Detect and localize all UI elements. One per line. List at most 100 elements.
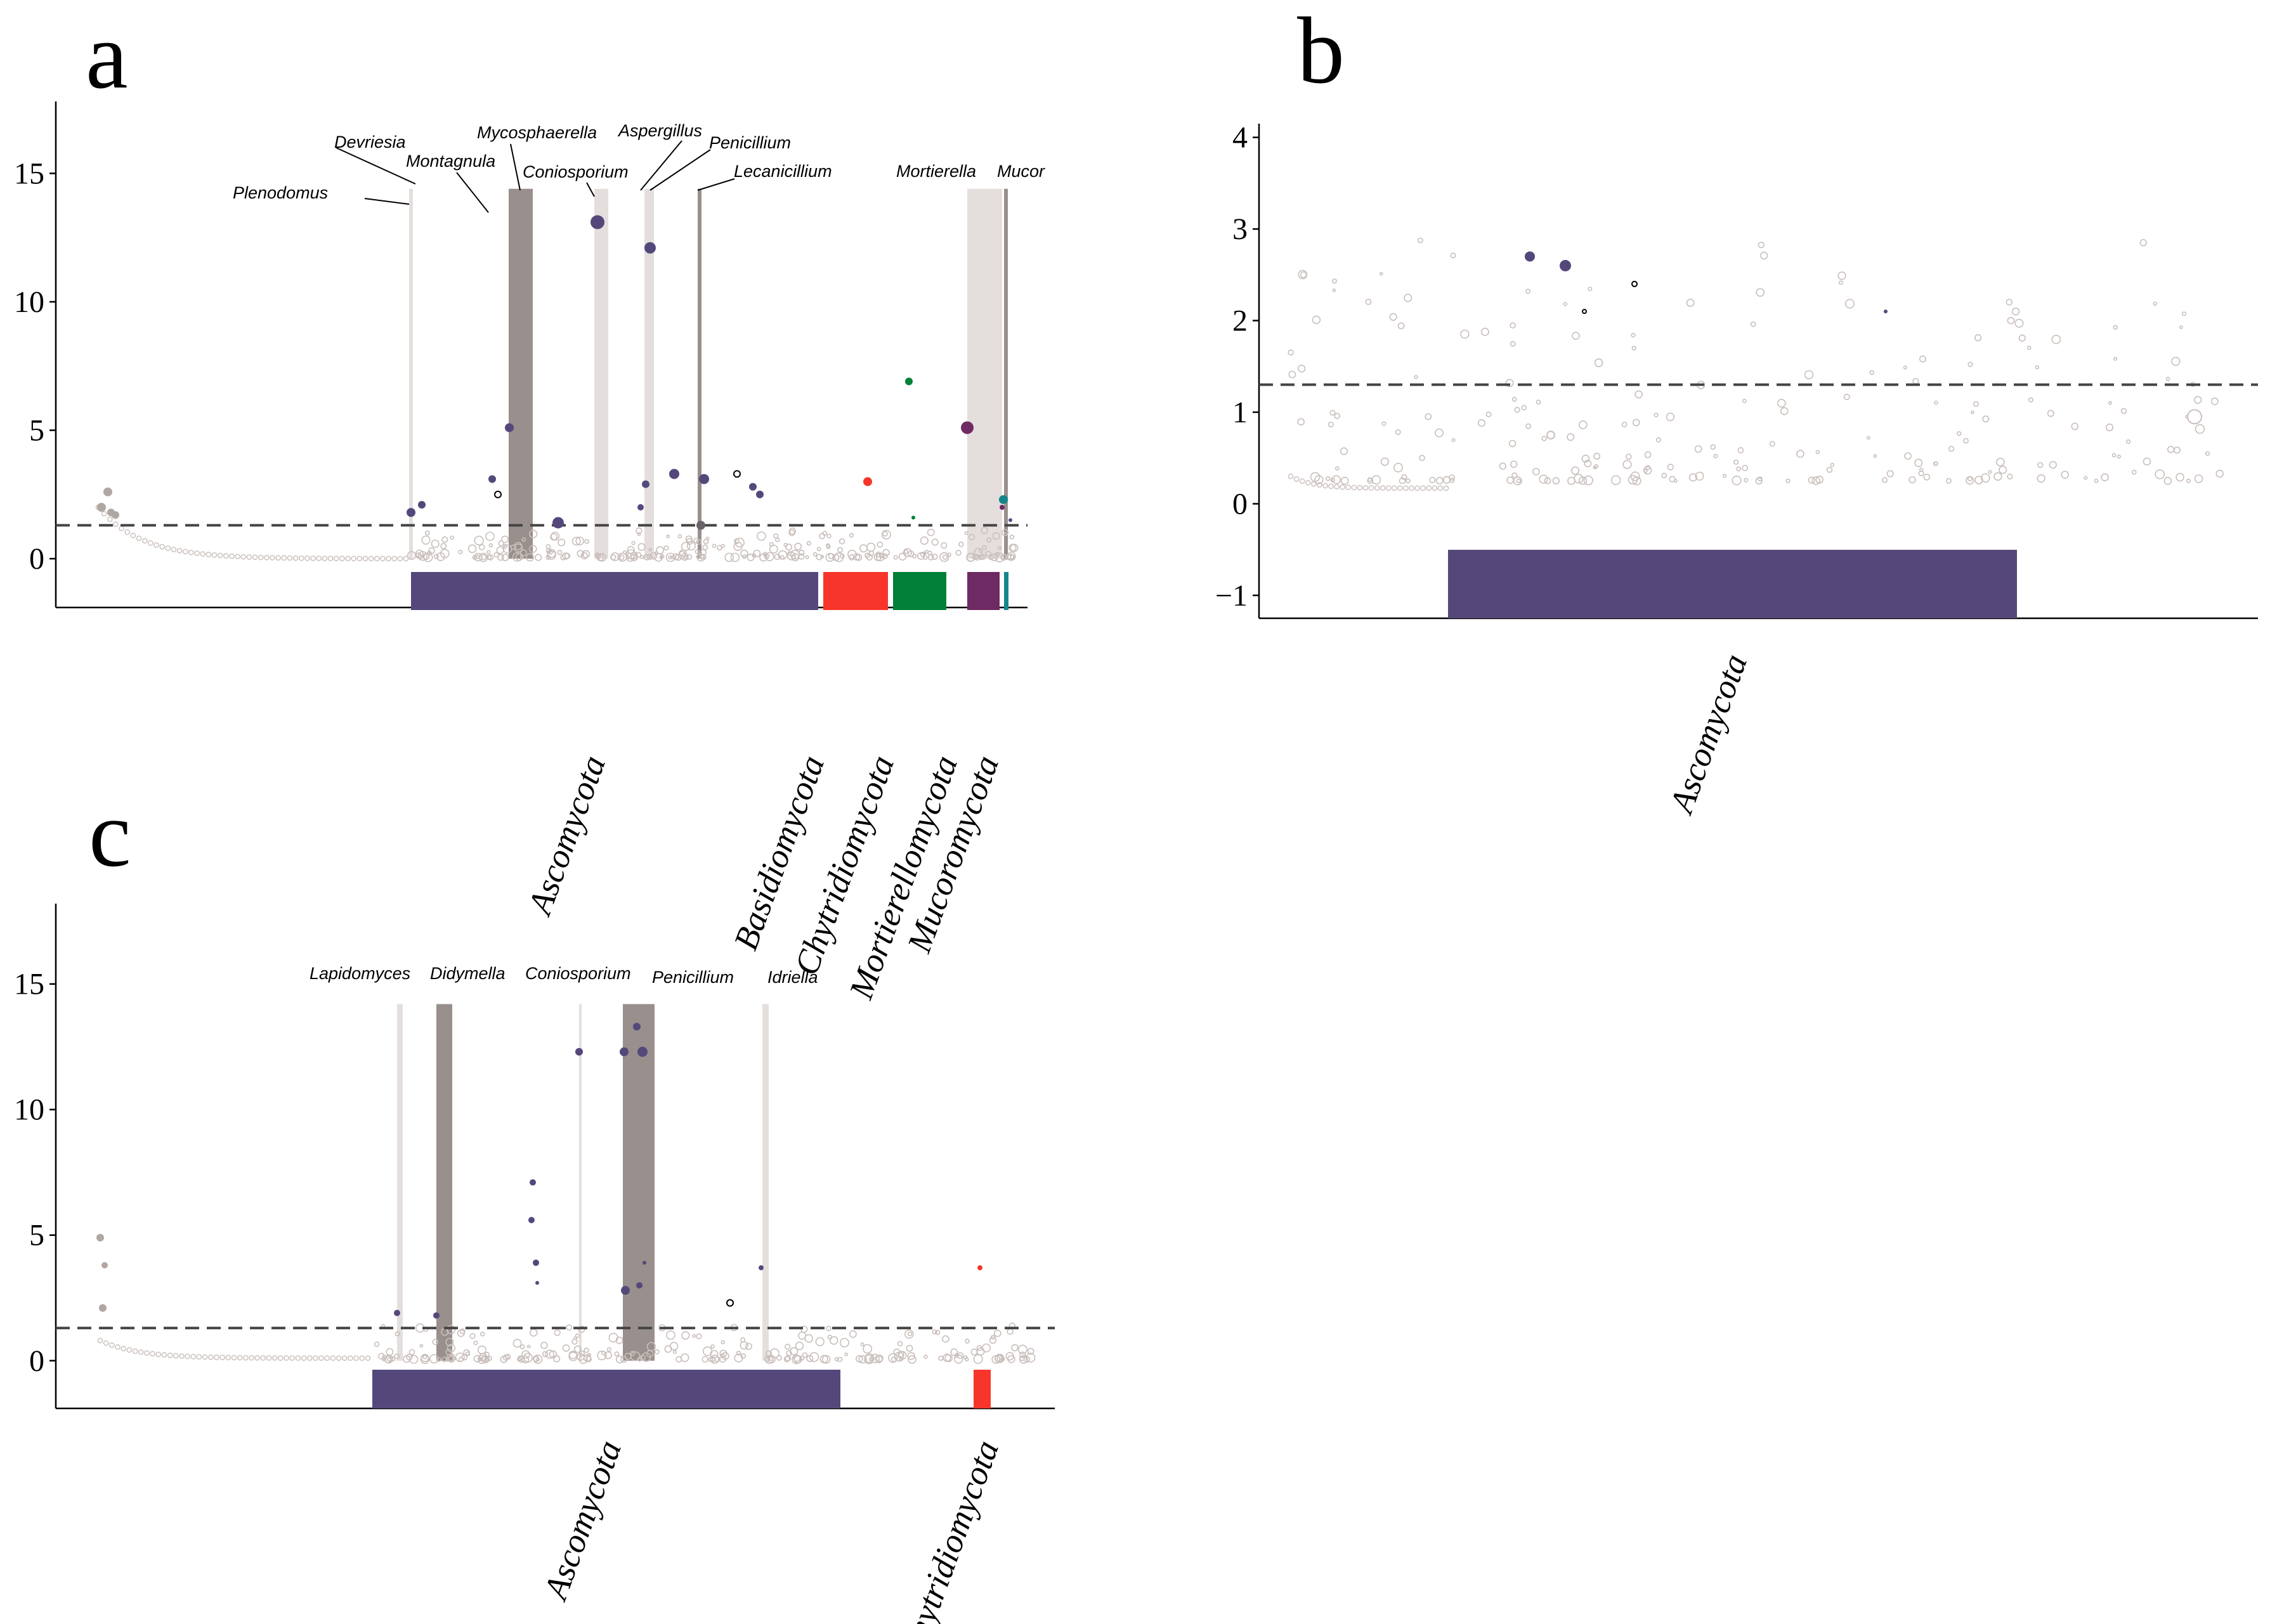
otu-point — [271, 1355, 278, 1361]
otu-point — [488, 543, 493, 548]
genus-band — [509, 188, 533, 559]
otu-point — [625, 553, 635, 562]
otu-point — [696, 539, 702, 545]
otu-point — [1003, 532, 1008, 536]
otu-point — [990, 1334, 996, 1340]
otu-point — [702, 1346, 713, 1356]
otu-point — [941, 542, 948, 549]
otu-point — [1993, 472, 2002, 481]
otu-point — [698, 553, 705, 559]
otu-point — [1011, 1344, 1019, 1351]
significant-point — [533, 1259, 539, 1266]
otu-point — [596, 553, 601, 559]
otu-point — [1777, 399, 1786, 408]
otu-point — [200, 551, 206, 557]
genus-band — [698, 188, 701, 559]
genus-leader-line — [364, 198, 410, 205]
otu-point — [678, 550, 686, 559]
otu-point — [568, 1351, 578, 1361]
otu-point — [101, 510, 107, 517]
otu-point — [167, 1353, 173, 1358]
otu-point — [582, 550, 590, 559]
otu-point — [1025, 1353, 1036, 1363]
otu-point — [927, 554, 934, 561]
otu-point — [1332, 278, 1338, 284]
otu-point — [1645, 465, 1651, 471]
otu-point — [829, 1335, 838, 1345]
otu-point — [552, 517, 564, 529]
otu-point — [1380, 457, 1389, 466]
otu-point — [429, 1354, 439, 1364]
otu-point — [1331, 475, 1341, 484]
otu-point — [436, 1357, 441, 1362]
otu-point — [654, 553, 663, 562]
otu-point — [1967, 476, 1973, 482]
significant-point — [756, 490, 764, 498]
otu-point — [1873, 454, 1877, 458]
otu-point — [1552, 477, 1560, 484]
otu-point — [639, 555, 644, 559]
otu-point — [1869, 370, 1874, 375]
otu-point — [995, 552, 1000, 557]
otu-point — [225, 1354, 232, 1361]
otu-point — [1757, 476, 1763, 482]
otu-point — [996, 1354, 1004, 1362]
otu-point — [1736, 466, 1742, 472]
otu-point — [1796, 450, 1804, 458]
otu-point — [1510, 460, 1518, 468]
otu-point — [802, 1352, 808, 1358]
otu-point — [124, 529, 131, 535]
otu-point — [1404, 294, 1413, 302]
genus-band — [409, 188, 413, 559]
otu-point — [330, 1355, 336, 1361]
otu-point — [778, 550, 788, 560]
otu-point — [2094, 478, 2099, 483]
otu-point — [1838, 280, 1843, 285]
otu-point — [480, 554, 487, 561]
otu-point — [109, 1342, 115, 1348]
otu-point — [1963, 438, 1969, 444]
significant-point — [394, 1309, 400, 1316]
y-tick-label: 15 — [14, 157, 44, 190]
otu-point — [554, 1329, 561, 1336]
otu-point — [757, 531, 766, 541]
otu-point — [897, 1351, 904, 1358]
otu-point — [979, 549, 982, 553]
otu-point — [838, 538, 845, 545]
otu-point — [1397, 322, 1405, 330]
otu-point — [518, 1356, 525, 1363]
genus-label: Plenodomus — [233, 183, 328, 202]
otu-point — [666, 1330, 675, 1340]
otu-point — [1460, 329, 1470, 339]
otu-point — [942, 554, 948, 560]
otu-point — [322, 555, 328, 561]
otu-point — [620, 1356, 627, 1363]
otu-point — [2153, 301, 2158, 306]
significant-point — [637, 1046, 648, 1057]
otu-point — [1017, 1344, 1028, 1354]
otu-point — [141, 538, 148, 544]
otu-point — [545, 555, 551, 560]
otu-point — [1811, 476, 1820, 485]
otu-point — [631, 541, 636, 545]
otu-point — [882, 549, 890, 557]
otu-point — [837, 547, 844, 553]
otu-point — [348, 1355, 353, 1361]
otu-point — [577, 550, 584, 557]
otu-point — [1326, 476, 1331, 481]
otu-point — [275, 555, 281, 561]
otu-point — [1563, 302, 1568, 306]
otu-point — [1579, 420, 1588, 429]
otu-point — [1644, 451, 1652, 458]
otu-point — [1332, 289, 1336, 292]
otu-point — [512, 552, 522, 562]
otu-point — [696, 554, 701, 559]
otu-point — [190, 1354, 197, 1360]
otu-point — [148, 540, 153, 546]
otu-point — [1583, 475, 1593, 486]
otu-point — [1314, 475, 1324, 484]
otu-point — [486, 550, 491, 554]
y-tick-label: 5 — [29, 1219, 44, 1252]
otu-point — [721, 1352, 729, 1360]
otu-point — [785, 543, 792, 551]
